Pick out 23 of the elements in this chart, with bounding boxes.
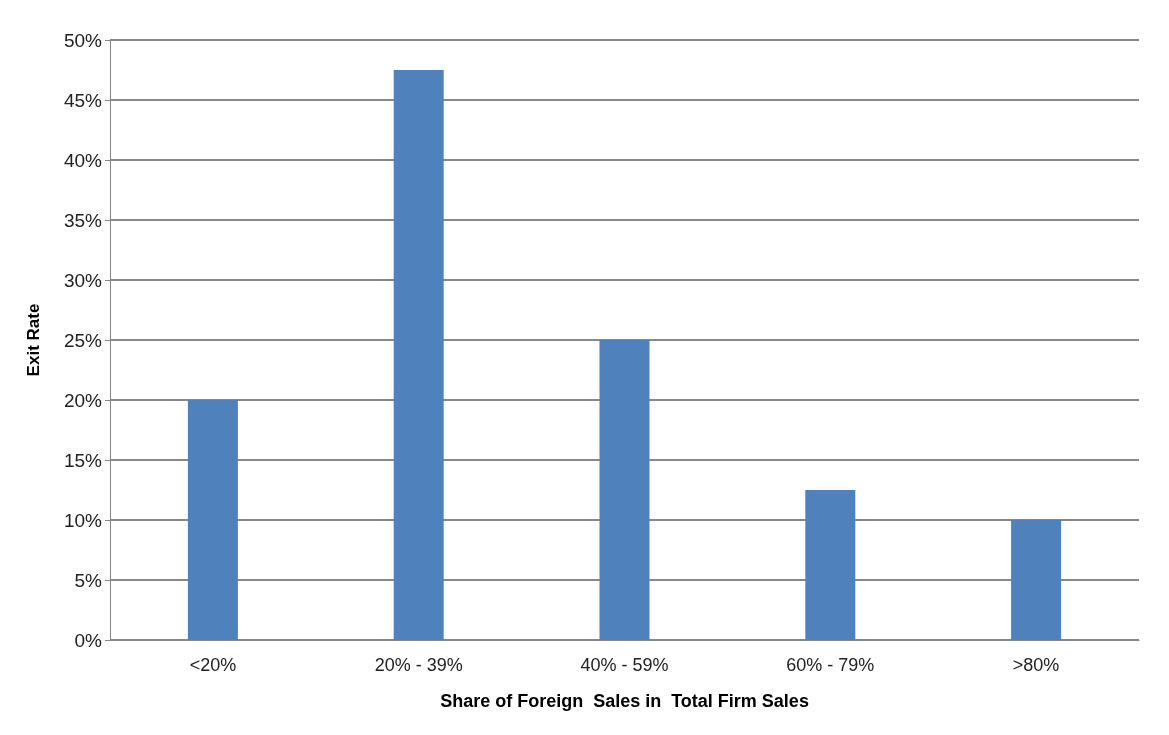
x-tick-label: >80% bbox=[1012, 655, 1060, 675]
y-tick-label: 30% bbox=[63, 269, 103, 291]
bar bbox=[1011, 520, 1062, 640]
bar bbox=[393, 70, 444, 640]
y-tick-label: 15% bbox=[63, 449, 103, 471]
y-tick-label: 45% bbox=[63, 89, 103, 111]
y-tick-label: 0% bbox=[74, 629, 103, 651]
y-axis-title: Exit Rate bbox=[24, 303, 43, 377]
y-tick-label: 50% bbox=[63, 29, 103, 51]
y-tick-label: 25% bbox=[63, 329, 103, 351]
x-tick-label: 40% - 59% bbox=[580, 655, 669, 675]
bar bbox=[187, 400, 238, 640]
x-tick-label: <20% bbox=[189, 655, 237, 675]
y-tick-label: 40% bbox=[63, 149, 103, 171]
y-tick-label: 10% bbox=[63, 509, 103, 531]
x-tick-label: 20% - 39% bbox=[374, 655, 463, 675]
y-tick-label: 20% bbox=[63, 389, 103, 411]
x-axis-title: Share of Foreign Sales in Total Firm Sales bbox=[440, 691, 809, 711]
bar bbox=[805, 490, 856, 640]
bar bbox=[599, 340, 650, 640]
x-tick-label: 60% - 79% bbox=[786, 655, 875, 675]
y-tick-label: 35% bbox=[63, 209, 103, 231]
y-tick-label: 5% bbox=[74, 569, 103, 591]
